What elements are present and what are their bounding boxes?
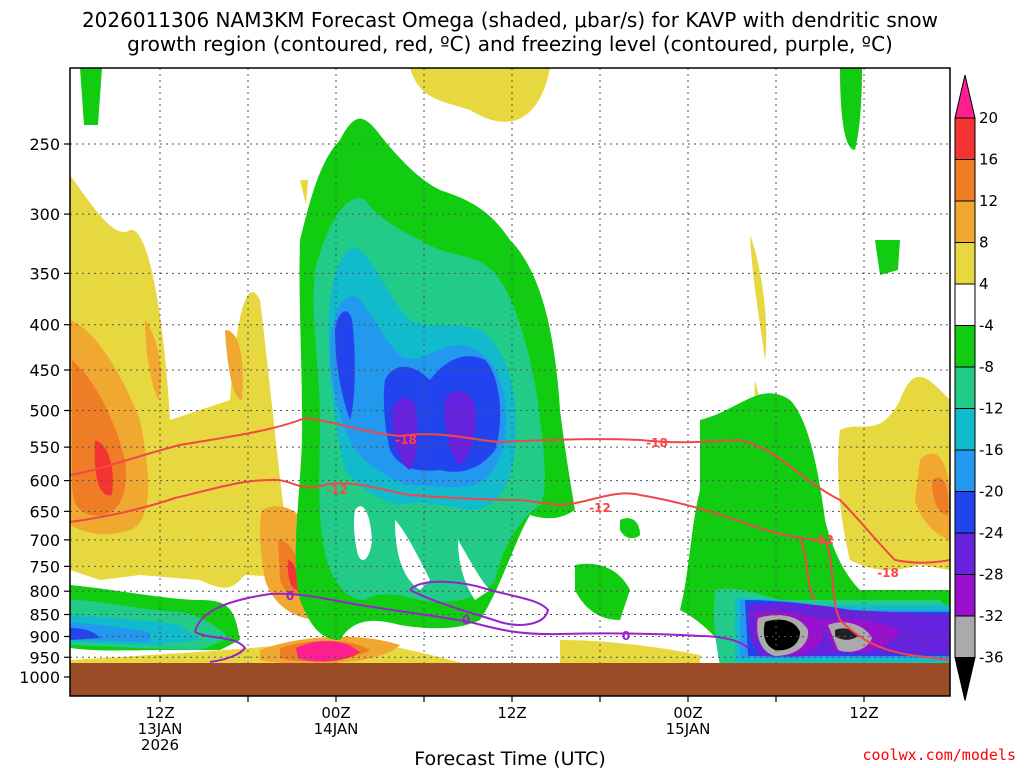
chart-title-line2: growth region (contoured, red, ºC) and f… (127, 32, 893, 56)
colorbar-segment (954, 615, 976, 658)
y-tick-label: 500 (29, 402, 60, 421)
colorbar-label: 20 (979, 109, 998, 127)
colorbar-label: -32 (979, 607, 1004, 625)
colorbar-label: 8 (979, 234, 989, 252)
colorbar-segment (954, 449, 976, 492)
y-tick-label: 800 (29, 582, 60, 601)
y-tick-label: 450 (29, 361, 60, 380)
contour-labels: -18 -18 -18 -12 -12 -12 0 0 0 (286, 433, 899, 643)
freezing-level-contours (194, 580, 749, 663)
colorbar: 20 16 12 8 4 -4 -8 -12 -16 -20 -24 -28 -32 -36 (954, 74, 1004, 701)
y-tick-label: 700 (29, 531, 60, 550)
x-tick-label: 2026 (141, 736, 179, 754)
colorbar-label: 16 (979, 151, 998, 169)
contour-label: -12 (326, 483, 348, 497)
colorbar-segment (954, 532, 976, 575)
contour-label: 0 (622, 629, 630, 643)
y-tick-label: 1000 (19, 668, 60, 687)
colorbar-segment (954, 200, 976, 243)
contour-label: -18 (646, 436, 668, 450)
y-tick-label: 400 (29, 316, 60, 335)
omega-fill-grey-black (757, 615, 872, 656)
colorbar-label: -28 (979, 566, 1004, 584)
plot-area (70, 68, 950, 696)
contour-zero-left (194, 631, 247, 663)
contour-minus12-loop (799, 539, 816, 601)
credit-link[interactable]: coolwx.com/models (862, 746, 1016, 764)
colorbar-label: -4 (979, 317, 994, 335)
colorbar-segment (954, 408, 976, 451)
x-axis-label: Forecast Time (UTC) (414, 748, 605, 768)
colorbar-label: -12 (979, 400, 1004, 418)
y-tick-label: 600 (29, 472, 60, 491)
y-tick-label: 300 (29, 205, 60, 224)
contour-zero-main (194, 592, 749, 649)
dendritic-growth-contours (70, 416, 950, 661)
plot-border (69, 67, 951, 697)
x-tick-label: 14JAN (314, 720, 359, 738)
colorbar-label: -8 (979, 358, 994, 376)
colorbar-segment (954, 242, 976, 285)
y-tick-label: 950 (29, 648, 60, 667)
colorbar-label: -36 (979, 649, 1004, 667)
colorbar-segment (954, 117, 976, 160)
x-tick-label: 00Z (321, 704, 350, 722)
y-tick-label: 650 (29, 502, 60, 521)
gridlines (70, 68, 950, 696)
colorbar-label: 4 (979, 275, 989, 293)
contour-label: -12 (812, 533, 834, 547)
y-tick-label: 350 (29, 264, 60, 283)
y-tick-label: 900 (29, 627, 60, 646)
colorbar-segment (954, 283, 976, 326)
contour-label: 0 (462, 613, 470, 627)
colorbar-top-arrow (954, 74, 976, 119)
x-tick-label: 12Z (145, 704, 174, 722)
colorbar-segment (954, 491, 976, 534)
contour-minus12 (70, 478, 950, 661)
omega-gaps (354, 506, 490, 600)
ground-fill (70, 663, 950, 696)
contour-minus18 (70, 416, 950, 564)
contour-label: 0 (286, 589, 294, 603)
colorbar-segment (954, 574, 976, 617)
colorbar-label: -20 (979, 483, 1004, 501)
colorbar-segment (954, 325, 976, 368)
y-tick-label: 550 (29, 438, 60, 457)
colorbar-label: -16 (979, 441, 1004, 459)
contour-label: -18 (395, 433, 417, 447)
y-axis: 250 300 350 400 450 500 550 600 650 700 750 800 850 9… (19, 135, 70, 687)
x-tick-label: 15JAN (666, 720, 711, 738)
contour-zero-loop (409, 580, 550, 626)
colorbar-bottom-arrow (954, 657, 976, 701)
x-tick-label: 12Z (849, 704, 878, 722)
y-tick-label: 750 (29, 557, 60, 576)
y-tick-label: 850 (29, 606, 60, 625)
colorbar-label: 12 (979, 192, 998, 210)
chart-title-line1: 2026011306 NAM3KM Forecast Omega (shaded… (82, 8, 938, 32)
colorbar-label: -24 (979, 524, 1004, 542)
contour-label: -12 (589, 501, 611, 515)
x-tick-label: 00Z (673, 704, 702, 722)
contour-label: -18 (877, 566, 899, 580)
colorbar-segment (954, 366, 976, 409)
colorbar-segment (954, 159, 976, 202)
x-tick-label: 12Z (497, 704, 526, 722)
y-tick-label: 250 (29, 135, 60, 154)
x-tick-label: 13JAN (138, 720, 183, 738)
